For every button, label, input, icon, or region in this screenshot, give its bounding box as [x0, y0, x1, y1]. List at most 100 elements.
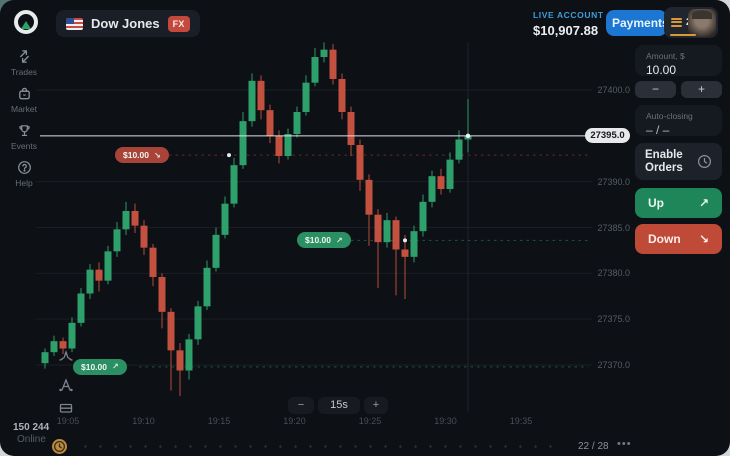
- trades-history-clock-icon[interactable]: [52, 439, 67, 454]
- trade-amount: $10.00: [81, 361, 107, 372]
- orders-label-line1: Enable: [645, 148, 683, 161]
- candle: [257, 75, 265, 120]
- candle: [50, 335, 58, 356]
- amount-increase-button[interactable]: +: [681, 81, 722, 98]
- trade-badge-up[interactable]: $10.00 ↗: [73, 358, 127, 375]
- candle: [284, 128, 292, 160]
- online-count: 150 244: [13, 422, 50, 433]
- xp-progress-bar: [670, 34, 696, 36]
- amount-field[interactable]: Amount, $ 10.00: [635, 45, 722, 77]
- candle: [311, 47, 319, 87]
- candle: [266, 104, 274, 144]
- y-axis-label: 27370.0: [597, 360, 630, 370]
- candle: [167, 308, 175, 391]
- y-axis-label: 27380.0: [597, 268, 630, 279]
- market-bag-icon: [18, 87, 30, 100]
- trade-badge-up[interactable]: $10.00 ↗: [297, 232, 351, 249]
- up-arrow-icon: ↗: [336, 235, 343, 245]
- autoclose-label: Auto-closing: [646, 111, 693, 121]
- sidebar-label: Events: [11, 141, 37, 151]
- candle: [113, 222, 121, 257]
- fx-badge: FX: [167, 15, 190, 32]
- trade-amount: $10.00: [305, 235, 331, 246]
- x-axis-label: 19:30: [434, 416, 457, 426]
- enable-orders-button[interactable]: Enable Orders: [635, 143, 722, 180]
- candle: [41, 348, 49, 369]
- text-tool-icon[interactable]: [58, 377, 74, 393]
- candle: [293, 106, 301, 138]
- payments-button[interactable]: Payments: [606, 10, 669, 36]
- candle: [59, 337, 67, 354]
- account-switcher[interactable]: LIVE ACCOUNT $10,907.88: [533, 10, 604, 38]
- coins-icon: [671, 17, 682, 28]
- candle: [230, 157, 238, 208]
- amount-decrease-button[interactable]: −: [635, 81, 676, 98]
- down-arrow-icon: ↘: [698, 232, 709, 246]
- online-label: Online: [17, 434, 46, 445]
- sidebar-item-events[interactable]: Events: [0, 123, 48, 151]
- help-question-icon: [17, 161, 31, 174]
- sidebar-item-help[interactable]: Help: [0, 160, 48, 188]
- candle: [275, 130, 283, 164]
- x-axis-label: 19:15: [207, 416, 231, 426]
- amount-value: 10.00: [646, 63, 677, 77]
- candle: [338, 73, 346, 120]
- candle: [248, 73, 256, 127]
- y-axis-label: 27375.0: [597, 314, 630, 325]
- trade-entry-marker: [227, 153, 231, 158]
- frame-tool-icon[interactable]: [58, 400, 74, 416]
- candle: [365, 174, 373, 246]
- candle: [320, 42, 328, 63]
- up-arrow-icon: ↗: [698, 196, 709, 210]
- instrument-selector[interactable]: Dow Jones FX: [56, 10, 200, 37]
- sidebar-label: Help: [15, 178, 33, 188]
- candle: [428, 170, 436, 208]
- more-menu-button[interactable]: •••: [617, 438, 632, 450]
- candle: [95, 262, 103, 292]
- timeframe-decrease-button[interactable]: −: [288, 397, 314, 414]
- candle: [131, 203, 139, 233]
- trade-up-button[interactable]: Up ↗: [635, 188, 722, 218]
- candle: [329, 44, 337, 85]
- candle: [194, 300, 202, 345]
- candle: [122, 201, 130, 235]
- candle: [86, 264, 94, 299]
- sidebar-item-market[interactable]: Market: [0, 86, 48, 114]
- sidebar-item-trades[interactable]: Trades: [0, 49, 48, 77]
- candle: [221, 196, 229, 239]
- candle: [302, 75, 310, 116]
- candle: [383, 212, 391, 248]
- candle: [401, 234, 409, 299]
- candle: [239, 112, 247, 169]
- candle: [203, 260, 211, 310]
- autoclose-field[interactable]: Auto-closing – / –: [635, 105, 722, 137]
- trade-amount: $10.00: [123, 150, 149, 161]
- trade-down-button[interactable]: Down ↘: [635, 224, 722, 254]
- app-logo[interactable]: [14, 10, 38, 34]
- trades-timeline-track[interactable]: [78, 444, 556, 449]
- x-axis-label: 19:35: [509, 416, 533, 426]
- events-trophy-icon: [18, 125, 30, 136]
- current-price-pill: 27395.0: [585, 128, 630, 144]
- timeframe-value[interactable]: 15s: [318, 397, 360, 414]
- x-axis-label: 19:05: [56, 416, 80, 426]
- candle: [149, 244, 157, 287]
- candle: [464, 99, 472, 153]
- account-type-label: LIVE ACCOUNT: [533, 10, 604, 20]
- clock-icon: [697, 154, 712, 169]
- trade-entry-marker: [403, 238, 407, 243]
- sidebar-label: Trades: [10, 67, 38, 77]
- y-axis-label: 27385.0: [597, 222, 630, 233]
- y-axis-label: 27390.0: [597, 176, 630, 187]
- indicator-tool-icon[interactable]: [58, 348, 74, 364]
- candle: [437, 168, 445, 195]
- candle: [410, 225, 418, 263]
- logo-triangle-icon: [21, 21, 31, 29]
- trade-badge-down[interactable]: $10.00 ↘: [115, 147, 169, 164]
- timeframe-increase-button[interactable]: +: [364, 397, 388, 414]
- avatar[interactable]: [688, 8, 716, 37]
- orders-label-line2: Orders: [645, 161, 683, 174]
- instrument-name: Dow Jones: [91, 16, 160, 31]
- profile-widget[interactable]: 22: [664, 7, 718, 38]
